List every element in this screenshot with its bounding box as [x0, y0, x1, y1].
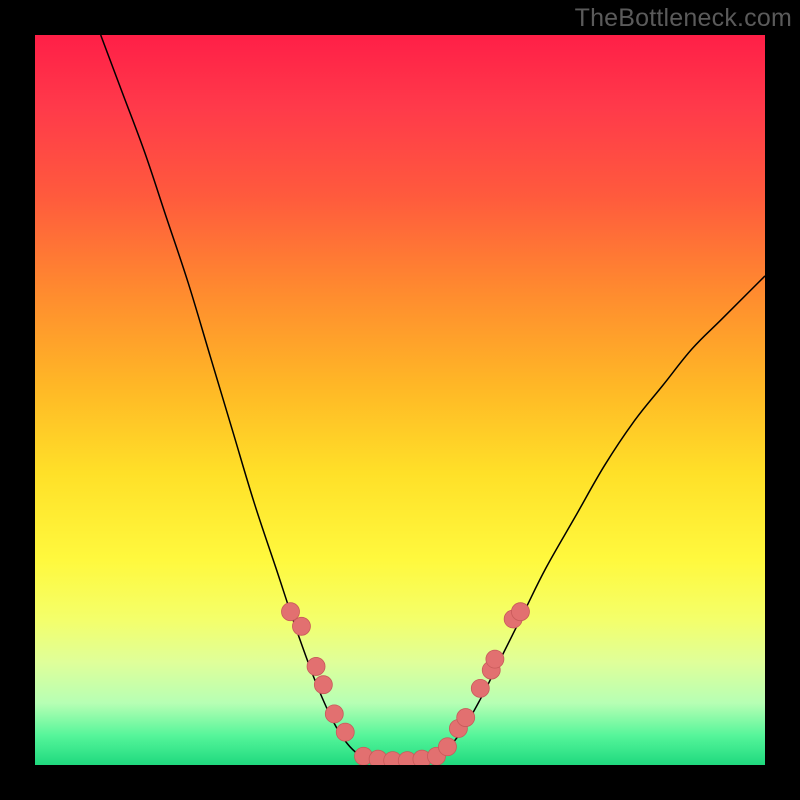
watermark-text: TheBottleneck.com — [575, 4, 792, 33]
data-marker — [282, 603, 300, 621]
data-marker — [314, 676, 332, 694]
data-marker — [325, 705, 343, 723]
data-marker — [511, 603, 529, 621]
data-marker — [457, 709, 475, 727]
data-marker — [471, 679, 489, 697]
data-marker — [438, 738, 456, 756]
data-marker — [336, 723, 354, 741]
data-marker — [292, 617, 310, 635]
plot-background-gradient — [35, 35, 765, 765]
data-marker — [486, 650, 504, 668]
chart-container: TheBottleneck.com — [0, 0, 800, 800]
bottleneck-chart-svg — [0, 0, 800, 800]
data-marker — [307, 657, 325, 675]
